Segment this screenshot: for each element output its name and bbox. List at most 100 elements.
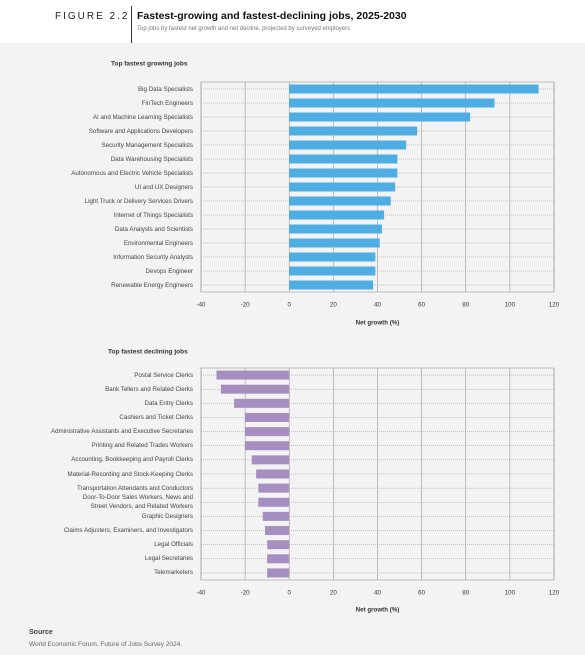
category-label: Information Security Analysts	[113, 253, 193, 261]
x-tick-label: 120	[549, 302, 560, 309]
x-tick-label: -40	[197, 302, 207, 309]
bar	[289, 126, 418, 136]
source-label: Source	[29, 629, 53, 636]
category-label-box: Bank Tellers and Related Clerks	[13, 377, 193, 401]
category-label: UI and UX Designers	[134, 183, 193, 191]
category-label-box: Administrative Assistants and Executive …	[13, 420, 193, 444]
bar	[220, 384, 290, 394]
x-tick-label: -40	[197, 590, 207, 597]
category-label: Internet of Things Specialists	[113, 211, 193, 219]
x-tick-label: 80	[462, 590, 469, 597]
category-label-box: Data Warehousing Specialists	[13, 147, 193, 171]
category-label-box: FinTech Engineers	[13, 91, 193, 115]
x-tick-label: 40	[374, 302, 381, 309]
x-axis-label: Net growth (%)	[356, 320, 400, 327]
category-label-box: Printing and Related Trades Workers	[13, 434, 193, 458]
bar	[289, 210, 385, 220]
category-label: Administrative Assistants and Executive …	[50, 428, 193, 436]
bar	[258, 497, 290, 507]
category-label: Environmental Engineers	[123, 239, 193, 247]
category-label: Data Entry Clerks	[144, 399, 193, 407]
category-label-box: Cashiers and Ticket Clerks	[13, 405, 193, 429]
bar	[267, 568, 290, 578]
x-tick-label: 40	[374, 590, 381, 597]
x-tick-label: -20	[241, 590, 251, 597]
bar	[262, 511, 290, 521]
category-label-box: Security Management Specialists	[13, 133, 193, 157]
bar	[216, 370, 290, 380]
x-tick-label: 20	[330, 590, 337, 597]
bar	[289, 84, 539, 94]
category-label-box: UI and UX Designers	[13, 175, 193, 199]
category-label-box: Data Analysts and Scientists	[13, 217, 193, 241]
bar	[289, 224, 382, 234]
category-label-box: Renewable Energy Engineers	[13, 273, 193, 297]
page-subtitle: Top jobs by fastest net growth and net d…	[137, 26, 351, 32]
category-label-box: Door-To-Door Sales Workers, News and Str…	[13, 490, 193, 514]
category-label-box: Autonomous and Electric Vehicle Speciali…	[13, 161, 193, 185]
x-tick-label: 60	[418, 302, 425, 309]
bar	[289, 98, 495, 108]
category-label-box: Material-Recording and Stock-Keeping Cle…	[13, 462, 193, 486]
category-label: Printing and Related Trades Workers	[91, 442, 193, 450]
category-label: Security Management Specialists	[101, 141, 193, 149]
figure-label: FIGURE 2.2	[55, 11, 130, 22]
bar	[234, 398, 290, 408]
category-label-box: Devops Engineer	[13, 259, 193, 283]
category-label: FinTech Engineers	[141, 99, 193, 107]
category-label-box: Environmental Engineers	[13, 231, 193, 255]
bar	[245, 427, 290, 437]
bar	[264, 526, 290, 536]
bar	[258, 483, 290, 493]
bar	[256, 469, 290, 479]
category-label: Big Data Specialists	[137, 85, 193, 93]
x-tick-label: 60	[418, 590, 425, 597]
bar	[251, 455, 290, 465]
divider	[131, 6, 132, 43]
category-label-box: Transportation Attendants and Conductors	[13, 476, 193, 500]
category-label-box: Information Security Analysts	[13, 245, 193, 269]
bar	[245, 441, 290, 451]
x-tick-label: 100	[505, 590, 516, 597]
category-label-box: Telemarketers	[13, 561, 193, 585]
category-label: Data Analysts and Scientists	[114, 225, 193, 233]
category-label: Devops Engineer	[145, 267, 193, 275]
category-label-box: Claims Adjusters, Examiners, and Investi…	[13, 519, 193, 543]
category-label: Door-To-Door Sales Workers, News and Str…	[82, 494, 193, 511]
category-label-box: Accounting, Bookkeeping and Payroll Cler…	[13, 448, 193, 472]
category-label: Data Warehousing Specialists	[110, 155, 193, 163]
bar	[289, 140, 407, 150]
category-label-box: Postal Service Clerks	[13, 363, 193, 387]
category-label: Accounting, Bookkeeping and Payroll Cler…	[71, 456, 193, 464]
bar	[267, 554, 290, 564]
category-label: Material-Recording and Stock-Keeping Cle…	[67, 470, 193, 478]
category-label: Bank Tellers and Related Clerks	[105, 385, 193, 393]
category-label: Legal Secretaries	[144, 555, 193, 563]
category-label: Claims Adjusters, Examiners, and Investi…	[63, 527, 193, 535]
bar	[245, 412, 290, 422]
bar	[289, 168, 398, 178]
category-label-box: Data Entry Clerks	[13, 391, 193, 415]
category-label-box: AI and Machine Learning Specialists	[13, 105, 193, 129]
x-tick-label: 80	[462, 302, 469, 309]
category-label: Light Truck or Delivery Services Drivers	[84, 197, 193, 205]
category-label-box: Big Data Specialists	[13, 77, 193, 101]
category-label: Graphic Designers	[141, 512, 193, 520]
category-label: Telemarketers	[154, 569, 193, 577]
category-label: Software and Applications Developers	[88, 127, 193, 135]
category-label-box: Graphic Designers	[13, 504, 193, 528]
header: FIGURE 2.2 Fastest-growing and fastest-d…	[0, 0, 585, 43]
category-label: Renewable Energy Engineers	[111, 281, 193, 289]
x-tick-label: 0	[288, 302, 292, 309]
bar	[289, 238, 380, 248]
category-label-box: Light Truck or Delivery Services Drivers	[13, 189, 193, 213]
x-tick-label: 100	[505, 302, 516, 309]
bar	[289, 182, 396, 192]
category-label: Autonomous and Electric Vehicle Speciali…	[71, 169, 193, 177]
bar	[289, 196, 391, 206]
category-label-box: Software and Applications Developers	[13, 119, 193, 143]
x-tick-label: 120	[549, 590, 560, 597]
chart-title: Top fastest growing jobs	[111, 61, 188, 68]
bar	[289, 252, 376, 262]
